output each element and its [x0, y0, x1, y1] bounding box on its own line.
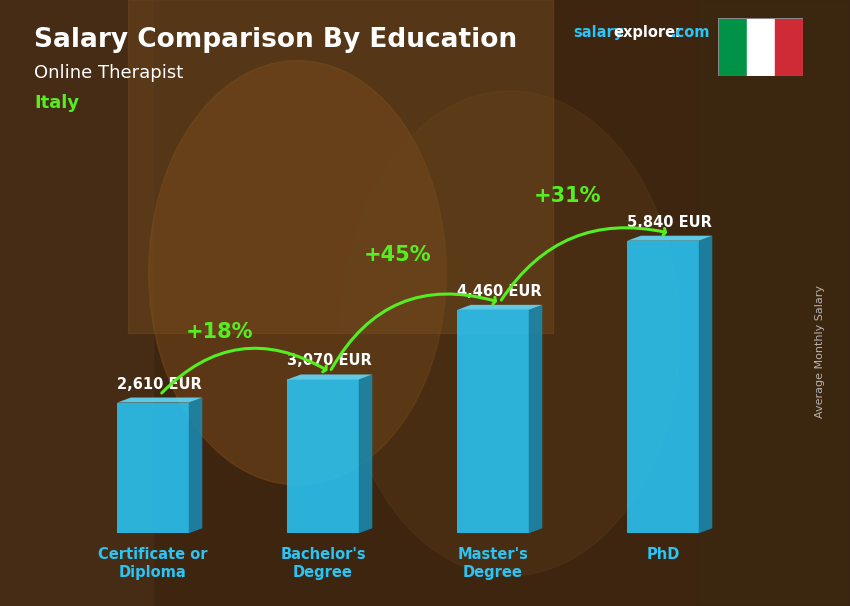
Text: +18%: +18% [185, 322, 253, 342]
Bar [775, 18, 803, 76]
Polygon shape [189, 398, 202, 533]
Text: .com: .com [671, 25, 710, 41]
Polygon shape [457, 305, 542, 310]
Text: 5,840 EUR: 5,840 EUR [627, 215, 712, 230]
Bar [128, 0, 552, 333]
Polygon shape [627, 241, 699, 533]
Text: Salary Comparison By Education: Salary Comparison By Education [34, 27, 517, 53]
Polygon shape [287, 379, 359, 533]
Text: Italy: Italy [34, 94, 79, 112]
Text: 2,610 EUR: 2,610 EUR [117, 376, 202, 391]
Ellipse shape [149, 61, 446, 485]
Text: Average Monthly Salary: Average Monthly Salary [815, 285, 825, 418]
Polygon shape [529, 305, 542, 533]
Text: +45%: +45% [364, 245, 432, 265]
Polygon shape [117, 402, 189, 533]
Bar [697, 0, 850, 606]
Polygon shape [117, 398, 202, 402]
Bar [0, 0, 153, 606]
Bar [718, 18, 746, 76]
Polygon shape [457, 310, 529, 533]
Polygon shape [699, 236, 712, 533]
Bar [746, 18, 775, 76]
Polygon shape [359, 375, 372, 533]
Polygon shape [627, 236, 712, 241]
Text: Online Therapist: Online Therapist [34, 64, 184, 82]
Text: +31%: +31% [534, 185, 602, 205]
Polygon shape [287, 375, 372, 379]
Ellipse shape [340, 91, 680, 576]
Text: 3,070 EUR: 3,070 EUR [287, 353, 372, 368]
Text: salary: salary [574, 25, 624, 41]
Text: explorer: explorer [614, 25, 683, 41]
Text: 4,460 EUR: 4,460 EUR [457, 284, 542, 299]
